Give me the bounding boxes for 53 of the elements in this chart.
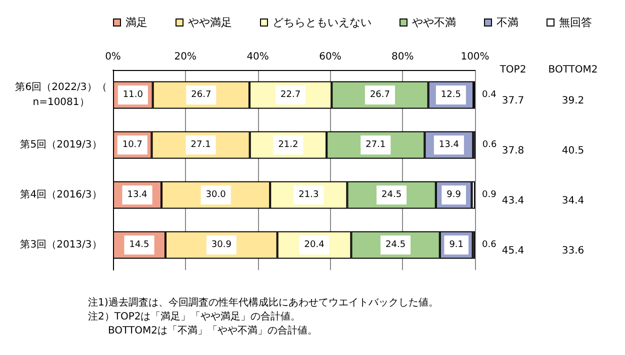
text: BOTTOM2 [548, 64, 598, 76]
data-label: 11.0 [122, 90, 144, 100]
data-label: 24.5 [382, 190, 402, 200]
legend-label: どちらともいえない [272, 16, 372, 29]
data-label: 0.6 [482, 240, 497, 250]
data-label: 0.4 [482, 90, 497, 100]
y-tick-label: 第6回（2022/3）（n=10081） [15, 81, 107, 108]
data-label: 27.1 [366, 140, 386, 150]
text: 40.5 [562, 146, 584, 156]
text: 43.4 [502, 196, 524, 206]
legend-label: やや不満 [412, 16, 456, 29]
text: 39.2 [562, 96, 584, 106]
x-tick-label: 60% [319, 52, 342, 62]
data-label: 21.2 [278, 140, 298, 150]
data-label: 9.9 [446, 190, 462, 200]
data-label: 30.0 [206, 190, 226, 200]
x-tick-label: 40% [246, 52, 269, 62]
text: 33.6 [562, 246, 584, 256]
x-tick-label: 20% [174, 52, 197, 62]
x-tick-label: 100% [460, 52, 490, 62]
text: TOP2 [498, 64, 526, 76]
text: 37.7 [502, 96, 524, 106]
data-label: 13.4 [438, 140, 460, 150]
y-tick-label: 第5回（2019/3） [20, 138, 102, 150]
x-tick-label: 0% [105, 52, 121, 62]
text: 37.8 [502, 146, 524, 156]
data-label: 26.7 [191, 90, 212, 100]
data-label: 22.7 [280, 90, 301, 100]
text: 注1)過去調査は、今回調査の性年代構成比にあわせてウエイトバックした値。 [88, 296, 438, 308]
data-label: 20.4 [304, 240, 325, 250]
data-label: 10.7 [122, 140, 142, 150]
y-tick-label: 第4回（2016/3） [20, 188, 102, 200]
text: BOTTOM2は「不満」「やや不満」の合計値。 [88, 324, 318, 336]
legend-label: やや満足 [188, 16, 232, 29]
y-tick-label: 第3回（2013/3） [20, 238, 102, 250]
legend-label: 満足 [126, 16, 148, 29]
data-label: 21.3 [298, 190, 319, 200]
data-label: 0.6 [482, 140, 497, 150]
text: 注2）TOP2は「満足」「やや満足」の合計値。 [88, 310, 301, 322]
data-label: 13.4 [127, 190, 148, 200]
text: 34.4 [562, 196, 584, 206]
data-label: 27.1 [190, 140, 211, 150]
data-label: 26.7 [370, 90, 390, 100]
data-label: 12.5 [440, 90, 461, 100]
data-label: 24.5 [386, 240, 406, 250]
legend-label: 不満 [496, 16, 518, 29]
data-label: 14.5 [129, 240, 150, 250]
legend-label: 無回答 [559, 16, 592, 29]
data-label: 9.1 [449, 240, 464, 250]
text: 45.4 [502, 246, 524, 256]
data-label: 30.9 [211, 240, 232, 250]
data-label: 0.9 [482, 190, 497, 200]
x-tick-label: 80% [391, 52, 414, 62]
